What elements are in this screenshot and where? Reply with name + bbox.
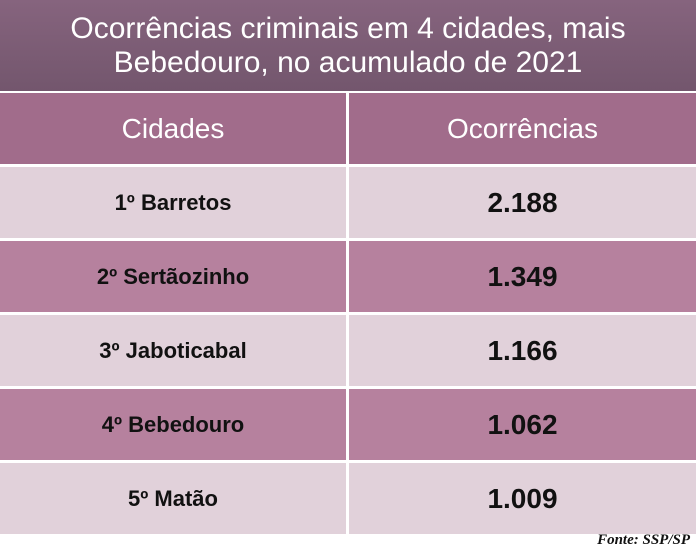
city-cell: 1º Barretos [0,167,346,238]
table: Cidades Ocorrências 1º Barretos 2.188 2º… [0,93,696,534]
city-cell: 3º Jaboticabal [0,315,346,386]
city-cell: 2º Sertãozinho [0,241,346,312]
city-cell: 4º Bebedouro [0,389,346,460]
city-cell: 5º Matão [0,463,346,534]
header-cell: Cidades [0,93,346,164]
value-cell: 1.062 [349,389,696,460]
value-cell: 2.188 [349,167,696,238]
value-cell: 1.166 [349,315,696,386]
value-cell: 1.349 [349,241,696,312]
source: Fonte: SSP/SP [597,532,690,548]
value-cell: 1.009 [349,463,696,534]
title: Ocorrências criminais em 4 cidades, mais… [0,0,696,91]
header-cell: Ocorrências [349,93,696,164]
